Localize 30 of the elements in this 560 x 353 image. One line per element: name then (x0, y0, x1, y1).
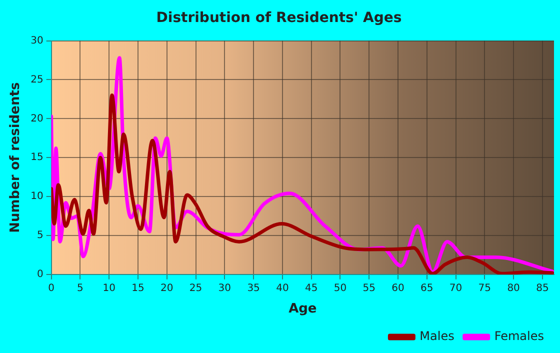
x-tick-label: 0 (48, 282, 55, 294)
y-tick-label: 10 (30, 191, 44, 202)
y-tick-label: 0 (36, 268, 44, 280)
x-tick-label: 5 (77, 282, 84, 294)
y-tick-label: 15 (30, 152, 44, 164)
x-tick-label: 85 (536, 282, 549, 294)
y-axis-title: Number of residents (8, 82, 24, 233)
y-tick-label: 25 (30, 74, 44, 86)
y-tick-label: 20 (30, 113, 44, 124)
x-tick-label: 40 (276, 282, 289, 294)
legend-label: Males (420, 329, 454, 344)
x-tick-label: 10 (102, 282, 116, 294)
x-axis-title: Age (288, 302, 317, 317)
y-tick-label: 30 (30, 35, 44, 46)
x-tick-label: 20 (160, 282, 174, 294)
x-tick-label: 45 (304, 282, 318, 294)
x-tick-label: 65 (420, 282, 434, 294)
x-tick-label: 30 (218, 282, 232, 294)
x-tick-label: 55 (362, 282, 376, 294)
x-tick-label: 50 (334, 282, 347, 294)
y-tick-label: 5 (36, 230, 44, 242)
x-tick-label: 75 (478, 282, 492, 294)
x-tick-label: 70 (449, 282, 462, 294)
x-tick-label: 35 (247, 282, 260, 294)
chart-title: Distribution of Residents' Ages (156, 10, 402, 26)
x-tick-label: 15 (132, 282, 144, 294)
x-tick-label: 25 (189, 282, 202, 294)
legend-label: Females (494, 329, 544, 344)
x-tick-label: 60 (392, 282, 404, 294)
x-tick-label: 80 (507, 282, 520, 294)
